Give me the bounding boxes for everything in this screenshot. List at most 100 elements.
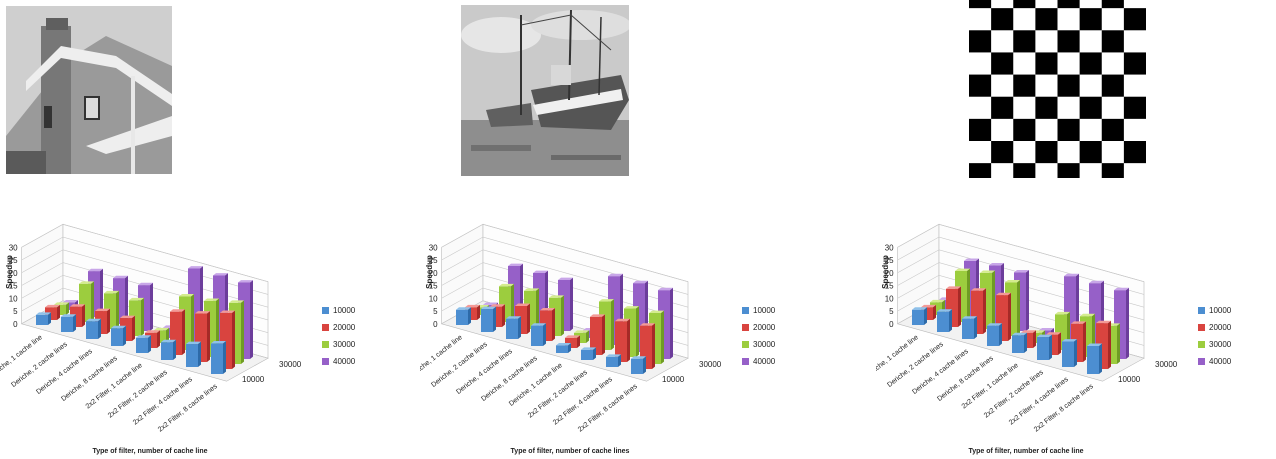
bar	[1012, 332, 1027, 353]
x-category-label: 2x2 Filter, 4 cache lines	[1008, 376, 1070, 427]
y-axis-label: Speedup	[425, 255, 434, 289]
x-category-label: Deriche, 1 cache line	[0, 334, 44, 380]
bar-side	[1083, 321, 1086, 362]
checker-square	[1057, 118, 1080, 141]
bar-front	[590, 316, 602, 355]
bar-top	[658, 287, 673, 291]
bar-side	[967, 268, 970, 322]
bar-side	[1033, 330, 1036, 348]
checker-square	[1123, 8, 1146, 31]
bar-top	[599, 299, 614, 302]
bar-side	[618, 354, 621, 367]
y-tick-label: 0	[889, 320, 894, 329]
bar-top	[70, 304, 85, 307]
checker-square	[1079, 96, 1102, 119]
checker-square	[1057, 30, 1080, 53]
bar-top	[549, 295, 564, 298]
bar-top	[481, 306, 496, 310]
bar-top	[1039, 327, 1054, 331]
x-category-label: 2x2 Filter, 2 cache lines	[527, 369, 589, 420]
x-category-label: Deriche, 2 cache lines	[10, 341, 69, 389]
legend-label: 10000	[1209, 306, 1232, 315]
bar-side	[568, 342, 571, 353]
bar	[556, 342, 571, 353]
legend-swatch	[322, 324, 329, 331]
bar-front	[1012, 335, 1024, 353]
bar-top	[1087, 343, 1102, 346]
bar-side	[223, 341, 226, 374]
bar	[186, 341, 201, 367]
bar-side	[992, 270, 995, 329]
x-axis-label: Type of filter, number of cache lines	[511, 448, 630, 455]
bar-side	[627, 318, 630, 362]
bar-front	[506, 318, 518, 339]
y-tick-label: 20	[885, 269, 894, 278]
checker-square	[991, 52, 1014, 75]
checker-square	[1057, 163, 1080, 178]
y-tick-label: 25	[885, 256, 894, 265]
bar-top	[633, 280, 648, 284]
y-tick-label: 25	[9, 256, 18, 265]
chart-1-svg: 0 5 10 15 20 25 30 Speedup Deriche, 1 cache line…	[0, 223, 356, 455]
x-category-label: 2x2 Filter, 8 cache lines	[1033, 383, 1095, 434]
bar-side	[643, 356, 646, 374]
bar-top	[1114, 287, 1129, 291]
legend-label: 40000	[1209, 357, 1232, 366]
depth-label: 10000	[1118, 375, 1141, 384]
bar-side	[602, 314, 605, 355]
bar-front	[61, 316, 73, 332]
bar	[86, 318, 101, 339]
bar	[136, 335, 151, 353]
bar	[631, 356, 646, 374]
bar-front	[987, 325, 999, 346]
x-category-label: 2x2 Filter, 2 cache lines	[107, 369, 169, 420]
bar-side	[983, 288, 986, 334]
bar-side	[57, 304, 60, 320]
bar-side	[570, 277, 573, 331]
bar-side	[611, 299, 614, 350]
bar	[1062, 339, 1077, 367]
legend: 10000 20000 30000 40000	[322, 306, 356, 366]
bar-side	[166, 327, 169, 343]
bar-top	[1012, 332, 1027, 336]
bar-front	[481, 309, 493, 332]
chart-3-svg: 0 5 10 15 20 25 30 Speedup Deriche, 1 cache line…	[876, 223, 1232, 455]
bar-side	[116, 290, 119, 329]
bar-side	[636, 306, 639, 357]
bar-top	[506, 316, 521, 319]
bar	[581, 347, 596, 360]
bar-side	[125, 275, 128, 324]
legend-label: 30000	[1209, 340, 1232, 349]
y-tick-label: 5	[889, 307, 894, 316]
x-category-label: Deriche, 2 cache lines	[430, 341, 489, 389]
gridline	[441, 223, 689, 282]
y-axis-label: Speedup	[5, 255, 14, 289]
depth-label: 30000	[279, 360, 302, 369]
checker-square	[969, 118, 992, 141]
bar-top	[1062, 339, 1077, 342]
bar-front	[36, 314, 48, 325]
bar-front	[912, 309, 924, 325]
bar	[937, 309, 952, 332]
bar-side	[924, 307, 927, 325]
bar-front	[531, 325, 543, 346]
bar-top	[1096, 320, 1111, 324]
bar-top	[213, 273, 228, 276]
bar-side	[173, 339, 176, 360]
checker-square	[1013, 0, 1036, 9]
checker-square	[1057, 0, 1080, 9]
checker-square	[1101, 0, 1124, 9]
bar-top	[63, 299, 78, 303]
bar-top	[987, 323, 1002, 326]
bar-side	[511, 283, 514, 322]
bar-top	[161, 339, 176, 343]
bar-side	[1058, 332, 1061, 355]
bar-front	[456, 309, 468, 325]
checker-square	[1101, 74, 1124, 97]
bar-top	[238, 280, 253, 283]
bar-top	[61, 314, 76, 317]
bar-front	[86, 321, 98, 339]
legend: 10000 20000 30000 40000	[1198, 306, 1232, 366]
legend-swatch	[1198, 307, 1205, 314]
bar	[456, 307, 471, 325]
